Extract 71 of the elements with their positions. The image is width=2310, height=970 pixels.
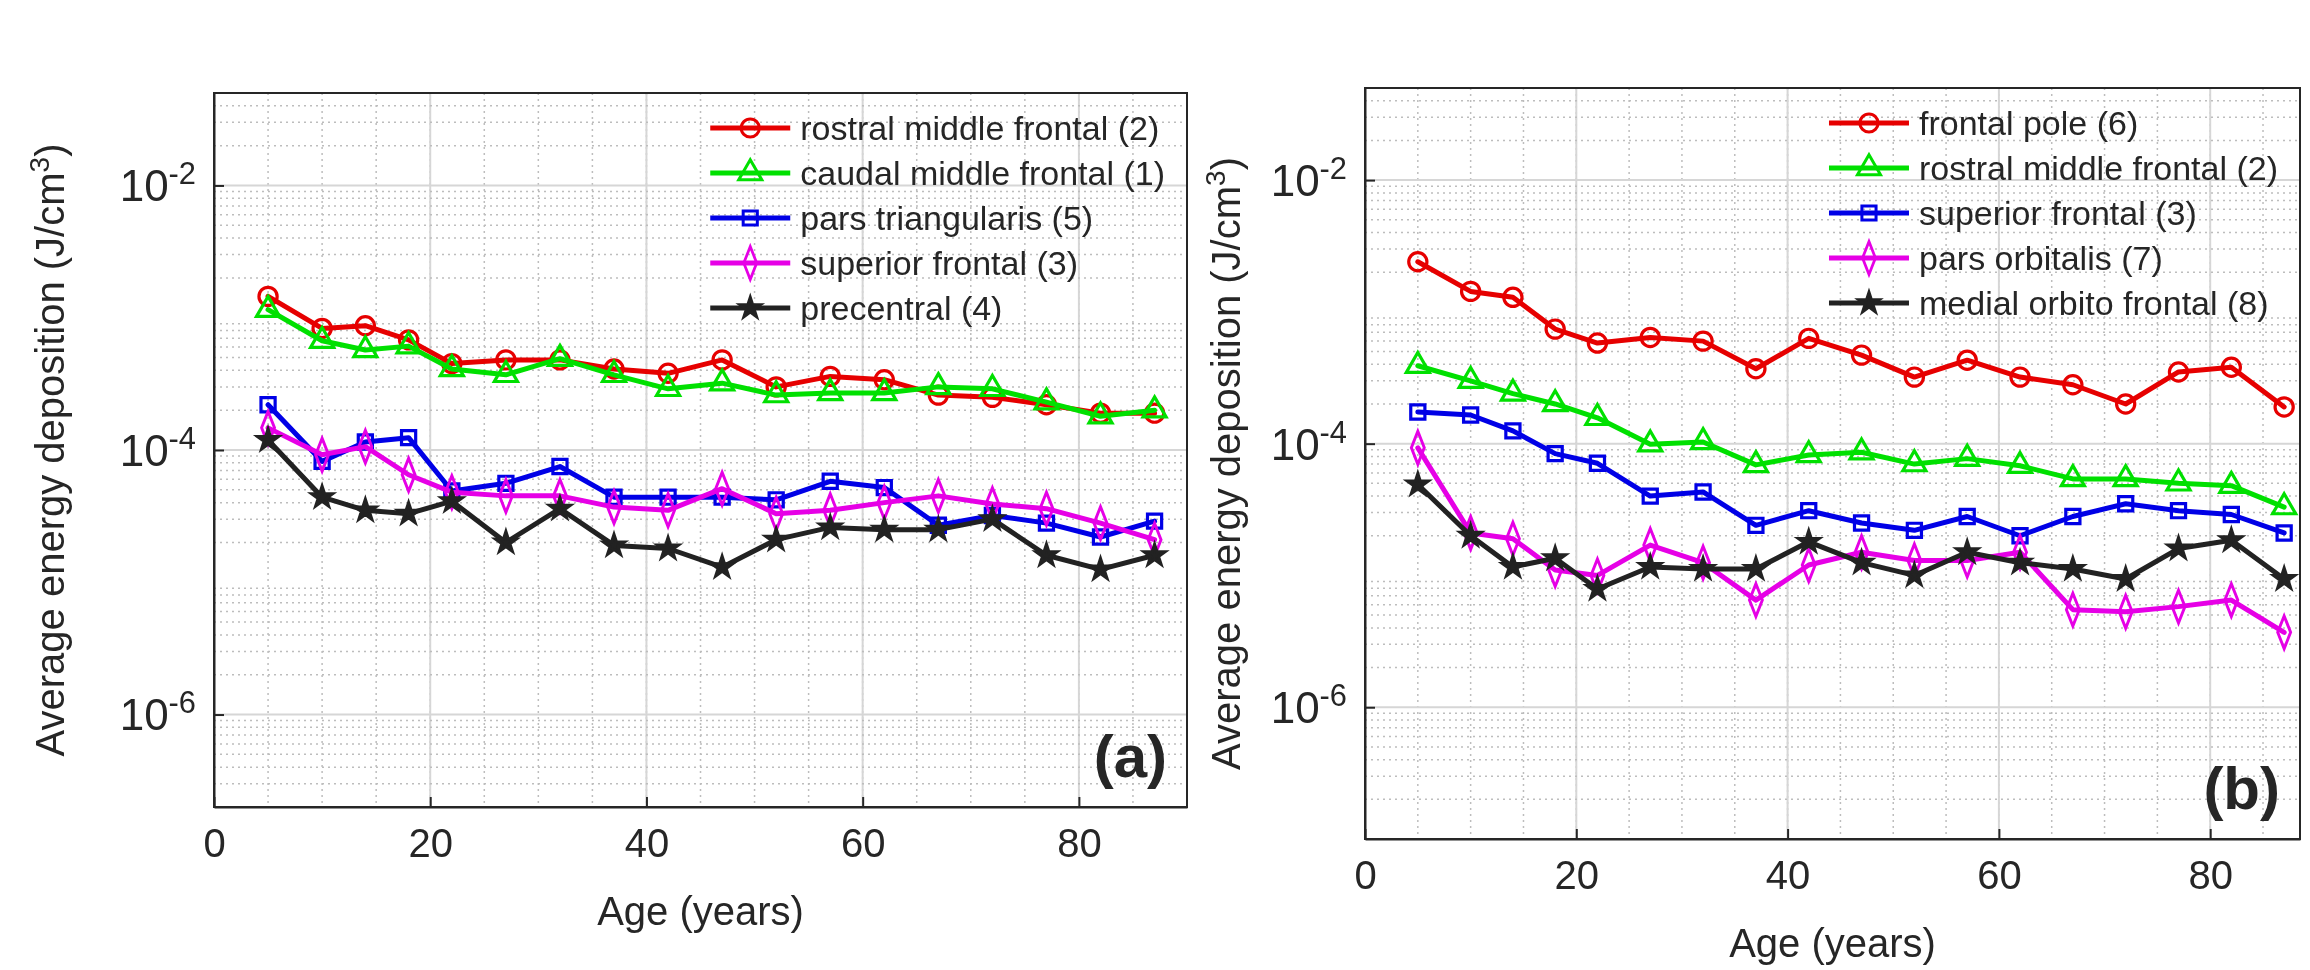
point: [2273, 396, 2295, 418]
point: [1956, 349, 1978, 371]
legend-label: frontal pole (6): [1918, 103, 2139, 142]
point: [1641, 487, 1659, 505]
point: [1694, 483, 1712, 501]
y-tick-label: 10$^{-2}$: [119, 155, 196, 211]
x-axis-title: Age (years): [1729, 921, 1936, 965]
x-tick-label: 60: [1977, 853, 2022, 898]
legend-label: caudal middle frontal (1): [800, 153, 1165, 192]
point: [1459, 280, 1482, 303]
point: [711, 349, 733, 371]
point: [259, 396, 277, 414]
point: [1798, 327, 1820, 350]
legend-label: medial orbito frontal (8): [1918, 283, 2269, 322]
x-tick-label: 0: [203, 821, 226, 866]
point: [1850, 344, 1873, 366]
point: [1800, 502, 1818, 520]
point: [1639, 326, 1661, 349]
point: [1461, 406, 1480, 424]
annotation: (b): [2203, 755, 2280, 822]
point: [2222, 505, 2240, 524]
legend-label: pars triangularis (5): [800, 198, 1094, 237]
point: [2220, 356, 2243, 378]
point: [1903, 366, 1926, 388]
point: [1586, 332, 1609, 354]
y-tick-label: 10$^{-4}$: [1270, 414, 1347, 469]
y-tick-label: 10$^{-4}$: [119, 420, 196, 475]
point: [2167, 361, 2190, 383]
x-tick-label: 40: [1765, 853, 1811, 898]
point: [1544, 318, 1566, 340]
point: [1692, 330, 1714, 352]
point: [821, 472, 839, 490]
x-tick-label: 20: [1554, 853, 1600, 898]
point: [2064, 507, 2082, 526]
point: [1504, 422, 1522, 440]
x-axis-title: Age (years): [597, 889, 804, 933]
legend-label: superior frontal (3): [1918, 193, 2197, 232]
x-tick-label: 80: [1057, 821, 1102, 866]
x-tick-label: 0: [1354, 853, 1377, 898]
x-tick-label: 80: [2188, 853, 2233, 898]
legend-label: rostral middle frontal (2): [800, 108, 1160, 147]
point: [2117, 495, 2135, 513]
point: [1502, 286, 1524, 308]
point: [2114, 393, 2137, 415]
x-tick-label: 40: [624, 821, 670, 866]
point: [1407, 251, 1429, 273]
point: [551, 457, 569, 476]
legend-label: rostral middle frontal (2): [1918, 148, 2278, 187]
point: [1958, 507, 1976, 526]
point: [354, 315, 377, 337]
point: [1546, 444, 1564, 463]
point: [2062, 374, 2084, 396]
legend-label: pars orbitalis (7): [1918, 238, 2163, 277]
point: [2275, 524, 2293, 542]
y-tick-label: 10$^{-2}$: [1270, 150, 1347, 206]
x-tick-label: 60: [840, 821, 886, 866]
point: [1747, 516, 1765, 535]
annotation: (a): [1093, 723, 1167, 790]
point: [2009, 366, 2031, 388]
y-tick-label: 10$^{-6}$: [119, 684, 196, 740]
point: [1905, 521, 1924, 539]
legend-label: precentral (4): [800, 288, 1003, 327]
point: [399, 428, 418, 447]
point: [1409, 403, 1427, 421]
point: [1852, 514, 1871, 532]
x-tick-label: 20: [408, 821, 453, 866]
legend-label: superior frontal (3): [800, 243, 1079, 282]
point: [2169, 502, 2188, 520]
point: [1588, 454, 1607, 472]
y-tick-label: 10$^{-6}$: [1270, 677, 1347, 733]
point: [1745, 358, 1767, 380]
